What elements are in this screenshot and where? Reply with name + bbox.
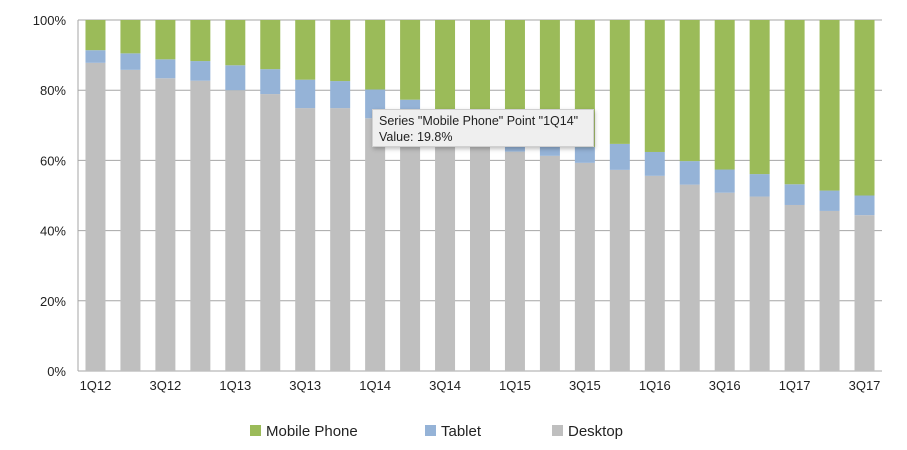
x-tick-label: 1Q13: [219, 378, 251, 393]
x-tick-label: 3Q16: [709, 378, 741, 393]
bar-segment-desktop: [85, 62, 106, 372]
bar-segment-tablet: [225, 65, 246, 91]
x-tick-label: 3Q14: [429, 378, 461, 393]
bar-segment-desktop: [225, 90, 246, 371]
bar-segment-tablet: [190, 61, 211, 81]
bar-segment-tablet: [330, 81, 351, 109]
y-tick-label: 40%: [40, 224, 66, 239]
bar-segment-desktop: [784, 204, 805, 371]
bar-segment-mobile-phone: [470, 20, 490, 122]
bar-segment-mobile-phone: [749, 20, 770, 175]
bar-segment-desktop: [295, 108, 316, 371]
tooltip-series-point: Series "Mobile Phone" Point "1Q14": [379, 114, 579, 128]
x-tick-label: 1Q15: [499, 378, 531, 393]
legend-label: Tablet: [441, 423, 482, 440]
bar-segment-mobile-phone: [225, 20, 246, 66]
bar-segment-mobile-phone: [85, 20, 106, 51]
bar-segment-mobile-phone: [504, 20, 525, 138]
legend-swatch: [552, 425, 563, 436]
bar-segment-desktop: [714, 192, 735, 371]
bar-segment-mobile-phone: [120, 20, 141, 54]
bar-segment-mobile-phone: [155, 20, 176, 60]
bar-segment-tablet: [644, 151, 665, 176]
bar-segment-desktop: [365, 118, 386, 371]
bar-segment-desktop: [190, 80, 211, 372]
y-tick-label: 20%: [40, 294, 66, 309]
bar-segment-tablet: [819, 190, 840, 211]
bar-segment-desktop: [435, 128, 456, 371]
y-tick-label: 100%: [33, 13, 67, 28]
y-tick-label: 80%: [40, 83, 66, 98]
bar-segment-mobile-phone: [679, 20, 700, 162]
bar-segment-desktop: [679, 184, 700, 371]
x-tick-label: 1Q16: [639, 378, 671, 393]
bar-segment-mobile-phone: [190, 20, 211, 62]
bar-segment-mobile-phone: [295, 20, 316, 80]
bar-segment-desktop: [155, 78, 176, 372]
bar-segment-mobile-phone: [400, 20, 421, 100]
legend-label: Mobile Phone: [266, 423, 358, 440]
bar-segment-mobile-phone: [435, 20, 456, 112]
bar-segment-tablet: [609, 143, 630, 170]
bar-segment-desktop: [330, 108, 351, 371]
x-tick-label: 3Q12: [149, 378, 181, 393]
bar-segment-mobile-phone: [714, 20, 735, 170]
bar-segment-desktop: [644, 175, 665, 371]
x-tick-label: 1Q17: [779, 378, 811, 393]
legend-swatch: [425, 425, 436, 436]
x-tick-label: 1Q12: [80, 378, 112, 393]
legend-swatch: [250, 425, 261, 436]
y-tick-label: 0%: [47, 364, 66, 379]
bar-segment-desktop: [574, 162, 595, 371]
data-point-tooltip: Series "Mobile Phone" Point "1Q14" Value…: [372, 109, 594, 147]
bar-segment-tablet: [120, 53, 141, 70]
tooltip-value: Value: 19.8%: [379, 130, 453, 144]
bar-segment-mobile-phone: [365, 20, 386, 90]
bar-segment-desktop: [400, 121, 421, 371]
bar-segment-desktop: [260, 94, 281, 371]
x-tick-label: 1Q14: [359, 378, 391, 393]
bar-segment-mobile-phone: [609, 20, 630, 144]
bar-segment-mobile-phone: [330, 20, 351, 82]
bar-segment-tablet: [155, 59, 176, 79]
bar-segment-mobile-phone: [854, 20, 875, 196]
bar-segment-desktop: [609, 169, 630, 371]
bar-segment-desktop: [854, 215, 875, 371]
bar-segment-mobile-phone: [819, 20, 840, 191]
bar-segment-desktop: [749, 196, 770, 371]
bar-segment-mobile-phone: [260, 20, 281, 70]
bar-segment-desktop: [539, 155, 560, 371]
bar-segment-tablet: [260, 69, 281, 95]
x-tick-label: 3Q15: [569, 378, 601, 393]
bar-segment-tablet: [295, 79, 316, 109]
bar-segment-tablet: [784, 184, 805, 205]
bar-segment-tablet: [714, 169, 735, 193]
bar-segment-tablet: [749, 174, 770, 197]
bar-segment-tablet: [85, 50, 106, 63]
bar-segment-desktop: [470, 139, 490, 371]
x-tick-label: 3Q17: [849, 378, 881, 393]
bar-segment-mobile-phone: [784, 20, 805, 185]
y-tick-label: 60%: [40, 153, 66, 168]
x-tick-label: 3Q13: [289, 378, 321, 393]
legend-label: Desktop: [568, 423, 623, 440]
bar-segment-mobile-phone: [644, 20, 665, 152]
bar-segment-desktop: [120, 69, 141, 371]
bar-segment-tablet: [854, 195, 875, 216]
bar-segment-desktop: [819, 210, 840, 371]
bar-segment-tablet: [574, 147, 595, 163]
bar-segment-desktop: [504, 151, 525, 371]
bar-segment-tablet: [679, 161, 700, 185]
